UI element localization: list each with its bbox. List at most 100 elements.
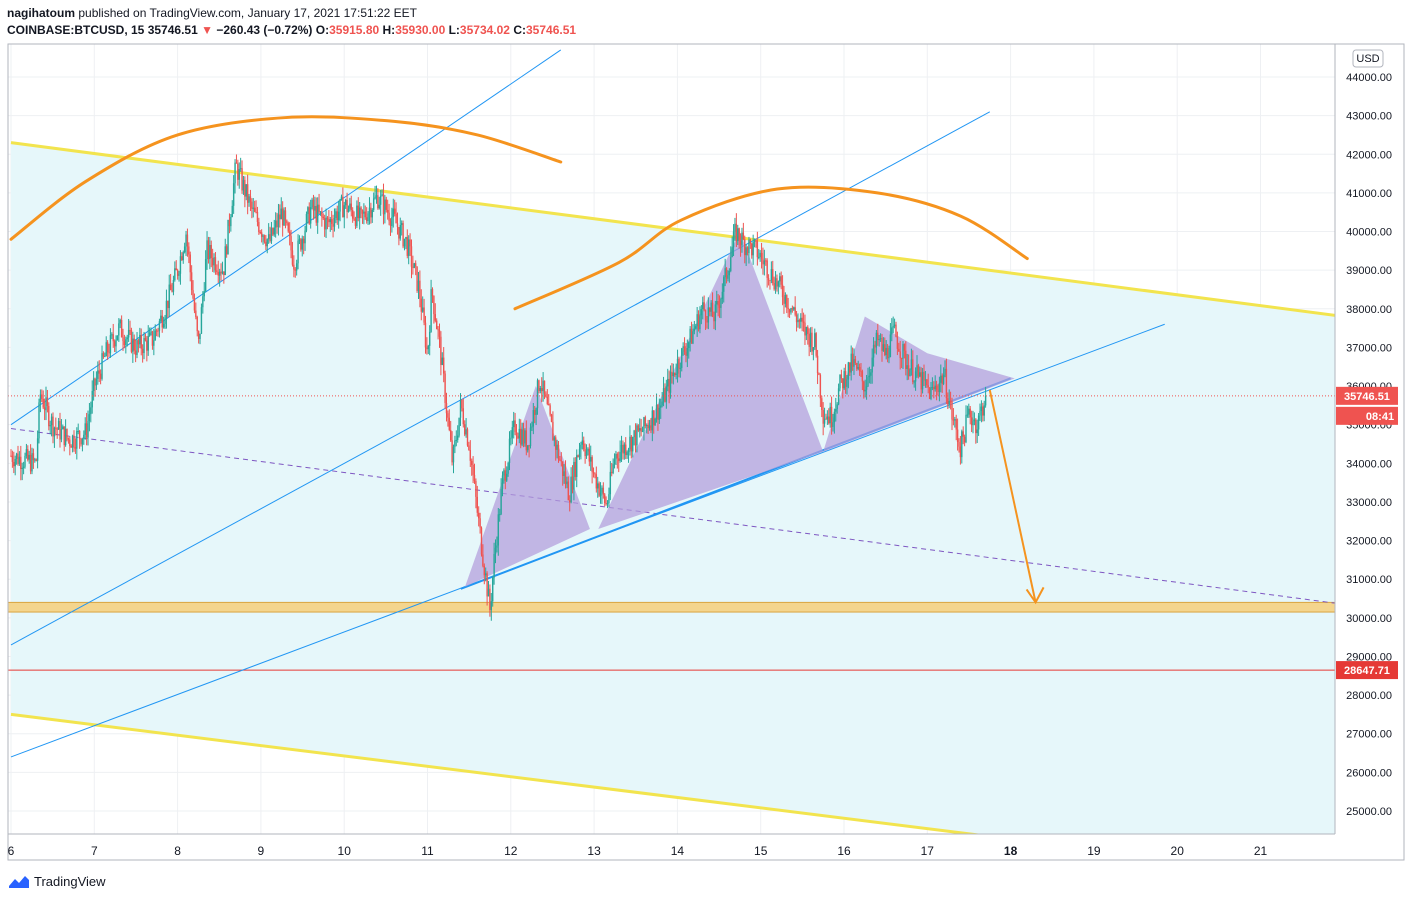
candle-body-7 [20, 456, 22, 470]
candle-body-658 [931, 386, 934, 388]
arcs-layer [9, 115, 1045, 605]
candle-body-622 [881, 338, 883, 351]
price-change: −260.43 (−0.72%) [216, 23, 313, 37]
candle-body-33 [56, 428, 58, 430]
candle-body-303 [434, 314, 436, 321]
arc-1 [513, 185, 1029, 311]
candle-body-317 [454, 440, 456, 447]
pattern-2 [823, 316, 1015, 452]
candle-body-335 [479, 518, 481, 528]
candle-body-30 [52, 416, 54, 437]
candle-body-327 [468, 445, 470, 451]
price-tick-2: 27000.00 [1346, 729, 1392, 741]
candle-body-527 [748, 239, 750, 254]
candle-body-569 [807, 326, 809, 334]
candle-body-390 [556, 444, 558, 450]
candle-body-419 [597, 483, 599, 489]
candle-body-643 [910, 359, 913, 370]
candle-body-216 [312, 199, 315, 211]
currency-button-label[interactable]: USD [1356, 53, 1379, 65]
candle-body-423 [602, 487, 605, 495]
price-tick-16: 41000.00 [1346, 188, 1392, 200]
currency-button[interactable]: USD [1352, 49, 1384, 68]
candle-body-582 [825, 418, 827, 420]
candle-body-596 [844, 371, 847, 387]
candle-body-691 [977, 415, 980, 430]
time-tick-4: 10 [338, 844, 352, 858]
candle-body-287 [412, 266, 414, 268]
pattern-0 [464, 386, 590, 587]
candle-body-593 [840, 374, 843, 379]
candle-body-183 [266, 239, 268, 247]
candle-body-547 [776, 278, 778, 287]
candle-body-226 [326, 217, 329, 220]
candle-body-441 [627, 449, 630, 453]
high-label: H: [382, 23, 396, 37]
down-arrow-icon: ▼ [201, 23, 213, 37]
candle-body-446 [634, 430, 637, 446]
candle-body-435 [619, 451, 621, 461]
countdown-badge-text: 08:41 [1366, 411, 1394, 423]
candle-body-323 [462, 408, 464, 425]
candle-body-431 [613, 459, 616, 465]
candle-body-671 [949, 400, 952, 402]
candle-body-578 [819, 375, 822, 399]
candle-body-605 [857, 367, 859, 369]
candle-body-445 [633, 430, 635, 438]
candle-body-242 [349, 203, 351, 209]
candle-body-293 [420, 298, 422, 312]
candle-body-695 [983, 405, 985, 416]
candle-body-284 [407, 239, 410, 256]
time-axis[interactable]: 6 7 8 9 10 11 12 13 14 15 16 17 18 19 20 21 [8, 844, 1268, 858]
candle-body-250 [360, 207, 362, 211]
candle-body-696 [984, 395, 987, 406]
candle-body-322 [461, 400, 463, 409]
candle-body-344 [492, 577, 494, 602]
candle-body-339 [485, 573, 487, 576]
candle-body-77 [118, 323, 120, 336]
candle-body-647 [916, 365, 918, 372]
candle-body-228 [329, 219, 331, 223]
footer-brand[interactable]: TradingView [34, 874, 106, 889]
candle-body-2 [13, 461, 15, 467]
currency-button-frame[interactable] [1352, 49, 1384, 68]
price-tick-13: 38000.00 [1346, 304, 1392, 316]
candle-body-470 [668, 378, 670, 393]
candle-body-381 [543, 380, 546, 394]
candle-body-154 [225, 246, 228, 255]
price-axis[interactable]: 25000.00 26000.00 27000.00 28000.00 29000.00… [1346, 72, 1392, 818]
support-zone-layer [8, 601, 1335, 613]
candle-body-26 [46, 397, 49, 406]
candle-body-566 [802, 321, 805, 323]
candle-body-258 [371, 209, 373, 218]
publisher-name[interactable]: nagihatoum [7, 6, 75, 20]
candle-body-223 [322, 216, 324, 219]
candle-body-396 [564, 471, 567, 485]
candle-body-122 [181, 256, 183, 261]
candle-body-456 [648, 425, 651, 429]
symbol-name[interactable]: COINBASE:BTCUSD, 15 [7, 23, 145, 37]
candle-body-350 [500, 488, 502, 515]
candle-body-681 [963, 436, 966, 443]
candle-body-29 [50, 416, 53, 426]
candle-body-448 [637, 425, 640, 431]
candle-body-1 [11, 455, 14, 462]
candle-body-34 [57, 421, 60, 430]
candle-body-365 [521, 429, 523, 445]
candle-body-328 [469, 450, 471, 461]
tradingview-logo-icon[interactable] [8, 874, 30, 890]
plot-area[interactable] [8, 49, 1344, 881]
candle-body-615 [871, 357, 873, 373]
candle-body-639 [905, 350, 907, 370]
candle-body-672 [951, 401, 953, 420]
candle-body-633 [896, 336, 899, 349]
candle-body-61 [95, 378, 98, 386]
candle-body-611 [865, 386, 868, 390]
candle-body-100 [150, 331, 152, 333]
candle-body-349 [499, 514, 501, 516]
candle-body-619 [877, 332, 879, 341]
candle-body-394 [562, 461, 564, 477]
candle-body-473 [672, 372, 675, 377]
candle-body-414 [590, 457, 592, 462]
